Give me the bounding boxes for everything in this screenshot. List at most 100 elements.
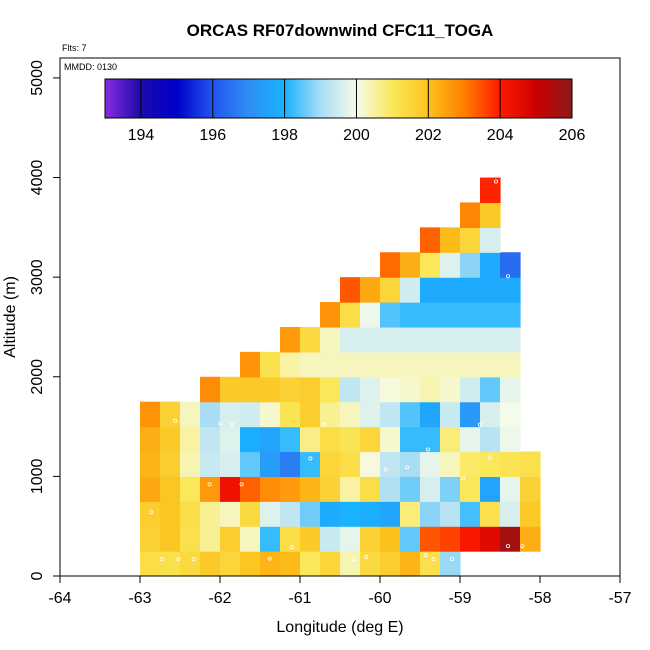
heatmap-cell [380,326,401,353]
heatmap-cell [180,476,201,502]
heatmap-cell [380,252,401,278]
y-tick-label: 3000 [29,259,46,295]
heatmap-cell [360,476,381,502]
heatmap-cell [460,526,481,552]
heatmap-cell [440,326,461,353]
x-axis-label: Longitude (deg E) [276,619,403,636]
heatmap-cell [280,526,301,552]
heatmap-cell [260,426,281,453]
heatmap-cell [460,302,481,328]
sample-point [405,465,410,470]
sample-point [149,510,154,515]
heatmap-cell [320,551,341,577]
heatmap-cell [420,351,441,378]
heatmap-cell [160,401,181,428]
colorbar-tick-label: 198 [271,127,298,144]
sample-point [449,557,454,562]
heatmap-cell [480,451,501,477]
heatmap-cell [200,451,221,477]
x-tick-label: -62 [208,590,231,607]
heatmap-cell [520,451,541,477]
heatmap-cell [460,277,481,303]
heatmap-cell [380,401,401,428]
heatmap-cell [160,501,181,527]
x-tick-label: -58 [528,590,551,607]
heatmap-cell [500,501,521,527]
colorbar-tick-label: 202 [415,127,442,144]
heatmap-cell [340,551,361,577]
heatmap-cell [220,526,241,552]
heatmap-cell [240,401,261,428]
sample-point [425,447,430,452]
heatmap-cell [260,376,281,403]
sample-point [520,544,525,549]
heatmap-cell [500,426,521,453]
heatmap-cell [400,451,421,477]
heatmap-cell [320,376,341,403]
heatmap-cell [320,451,341,477]
heatmap-cell [160,551,181,577]
heatmap-cell [140,551,161,577]
x-tick-label: -64 [48,590,71,607]
heatmap-cell [420,501,441,527]
sample-point [239,482,244,487]
heatmap-cell [460,376,481,403]
sample-point [321,422,326,427]
heatmap-cell [240,426,261,453]
sample-point [364,555,369,560]
heatmap-cell [180,426,201,453]
heatmap-cell [260,451,281,477]
heatmap-cell [400,302,421,328]
heatmap-cell [460,351,481,378]
heatmap-cell [340,376,361,403]
heatmap-cell [200,551,221,577]
sample-point [267,556,272,561]
y-tick-label: 5000 [29,60,46,96]
heatmap-cell [200,376,221,403]
heatmap-cell [260,351,281,378]
heatmap-cell [520,476,541,502]
heatmap-cell [460,326,481,353]
heatmap-cell [440,526,461,552]
heatmap-cell [300,551,321,577]
heatmap-cell [260,501,281,527]
heatmap-cell [480,376,501,403]
heatmap-cell [420,277,441,303]
sample-point [423,553,428,558]
axes: -64 -63 -62 -61 -60 -59 -58 -57 0 1000 2000 3000 400… [29,60,631,607]
heatmap-cell [420,326,441,353]
heatmap-cell [500,376,521,403]
heatmap-cell [200,476,221,502]
heatmap-cell [460,476,481,502]
x-tick-label: -59 [448,590,471,607]
heatmap-cell [500,476,521,502]
heatmap-cell [420,302,441,328]
colorbar-tick-label: 196 [199,127,226,144]
heatmap-cell [200,426,221,453]
heatmap-cell [400,326,421,353]
heatmap-cell [160,526,181,552]
heatmap-cell [320,326,341,353]
heatmap-cell [240,351,261,378]
heatmap-cell [360,376,381,403]
heatmap-cell [420,451,441,477]
heatmap-cell [380,426,401,453]
heatmap-cell [260,401,281,428]
heatmap-cell [400,501,421,527]
heatmap-cell [420,376,441,403]
heatmap-cell [400,277,421,303]
heatmap-cell [180,451,201,477]
heatmap-cell [140,501,161,527]
heatmap-cell [260,526,281,552]
heatmap-cell [160,426,181,453]
heatmap-cell [300,501,321,527]
heatmap-cell [400,551,421,577]
heatmap-cell [500,326,521,353]
heatmap-cell [300,476,321,502]
sample-point [493,179,498,184]
heatmap-cell [240,501,261,527]
heatmap-cell [440,351,461,378]
heatmap-cell [380,551,401,577]
heatmap-cell [340,426,361,453]
heatmap-cell [140,401,161,428]
